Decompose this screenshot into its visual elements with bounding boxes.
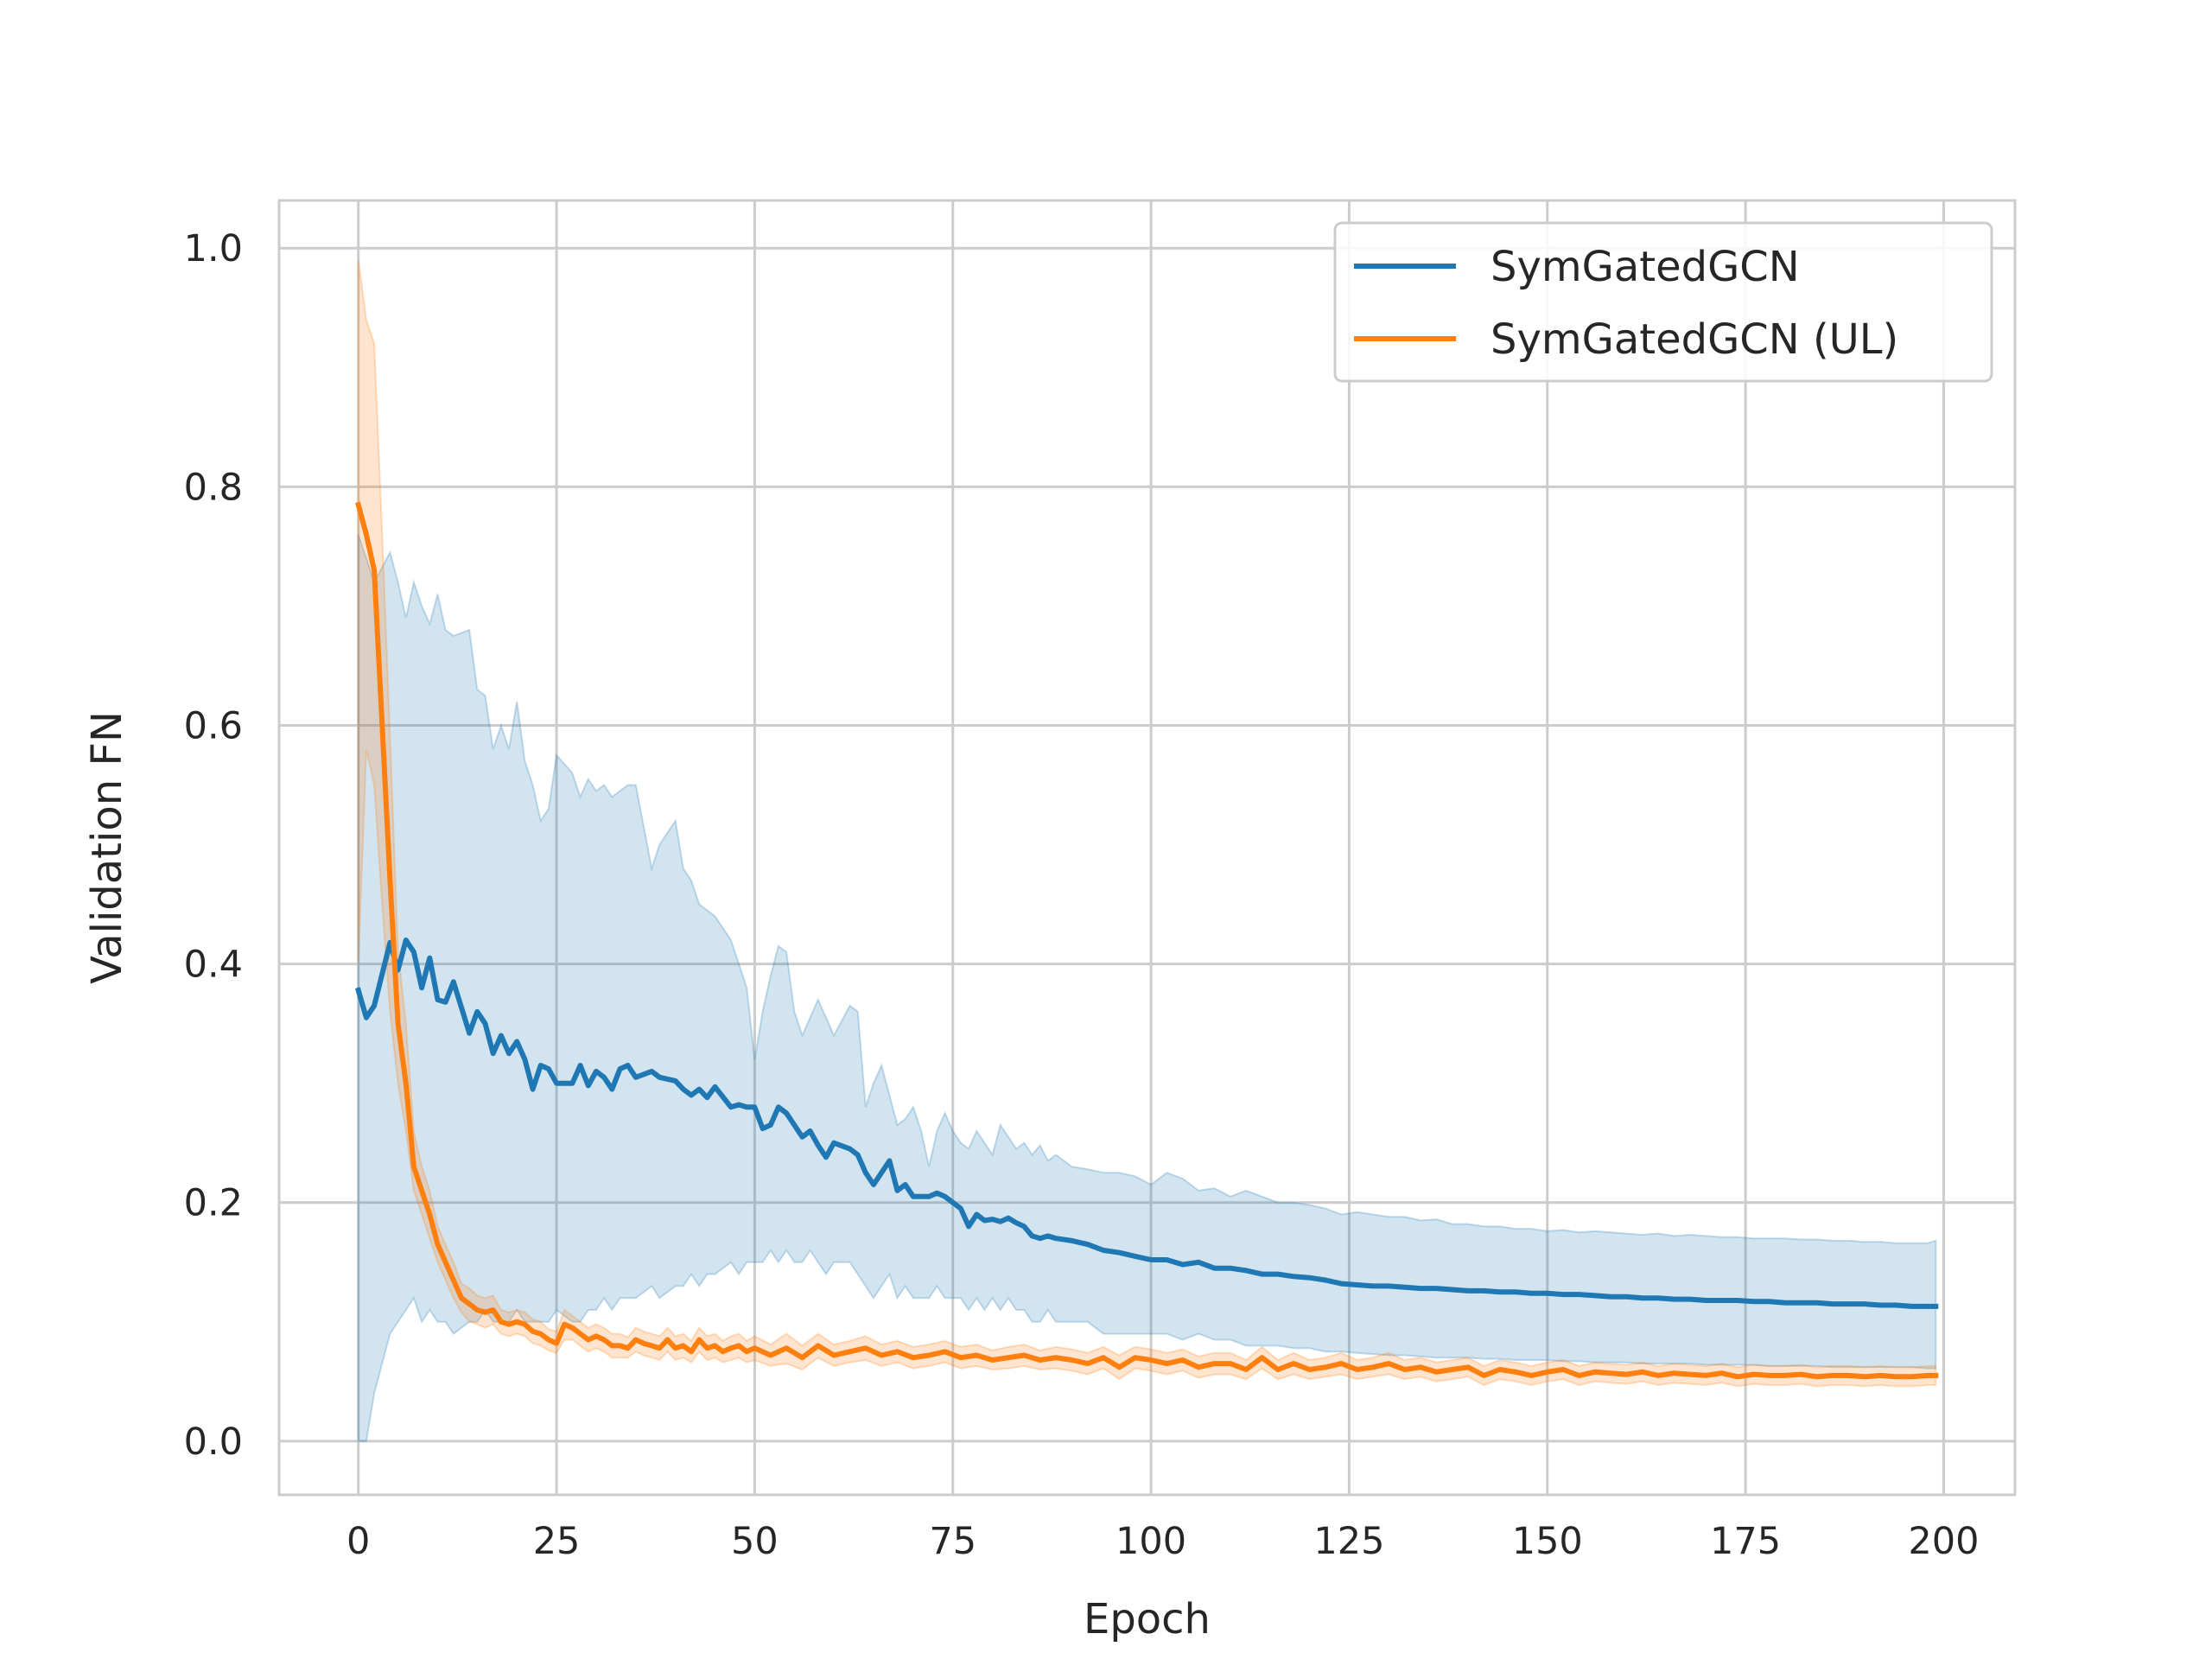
x-axis-ticks: 0 25 50 75 100 125 150 175 200 bbox=[346, 1520, 1979, 1563]
series-line-symgatedgcn-ul bbox=[355, 501, 1939, 1380]
x-tick-label: 25 bbox=[533, 1520, 581, 1563]
y-tick-label: 0.2 bbox=[184, 1182, 243, 1225]
legend: SymGatedGCN SymGatedGCN (UL) bbox=[1333, 221, 1993, 383]
confidence-bands bbox=[357, 259, 1937, 1442]
x-tick-label: 200 bbox=[1908, 1520, 1979, 1563]
y-axis-label: Validation FN bbox=[83, 711, 131, 984]
x-tick-label: 75 bbox=[929, 1520, 976, 1563]
y-tick-label: 1.0 bbox=[184, 227, 243, 270]
legend-label-symgatedgcn: SymGatedGCN bbox=[1491, 243, 1800, 291]
x-axis-label: Epoch bbox=[1084, 1595, 1211, 1643]
x-tick-label: 0 bbox=[346, 1520, 370, 1563]
y-tick-label: 0.4 bbox=[184, 944, 243, 987]
plot-frame bbox=[277, 199, 2017, 1497]
band-symgatedgcn-ul bbox=[357, 259, 1937, 1388]
y-tick-label: 0.6 bbox=[184, 704, 243, 747]
x-tick-label: 125 bbox=[1313, 1520, 1384, 1563]
y-axis-ticks: 0.0 0.2 0.4 0.6 0.8 1.0 bbox=[184, 227, 243, 1464]
y-tick-label: 0.0 bbox=[184, 1421, 243, 1464]
y-tick-label: 0.8 bbox=[184, 466, 243, 509]
series-line-symgatedgcn bbox=[354, 938, 1939, 1309]
x-tick-label: 50 bbox=[731, 1520, 779, 1563]
legend-box bbox=[1333, 221, 1993, 383]
legend-label-symgatedgcn-ul: SymGatedGCN (UL) bbox=[1491, 315, 1898, 364]
x-tick-label: 100 bbox=[1116, 1520, 1186, 1563]
x-tick-label: 175 bbox=[1710, 1520, 1781, 1563]
grid-lines bbox=[279, 200, 2015, 1495]
x-tick-label: 150 bbox=[1512, 1520, 1583, 1563]
series-lines bbox=[354, 501, 1939, 1380]
band-symgatedgcn bbox=[357, 534, 1937, 1442]
